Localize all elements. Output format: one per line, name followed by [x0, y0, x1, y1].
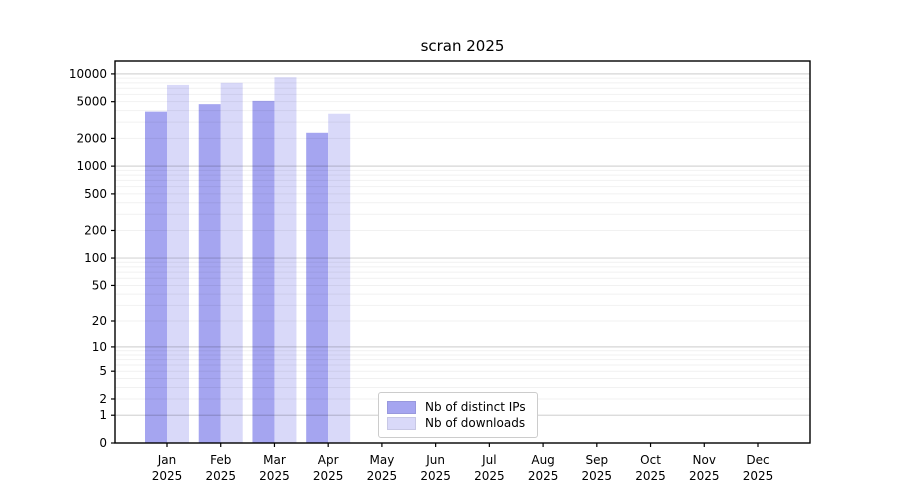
legend-swatch-downloads — [387, 416, 416, 430]
y-tick-label: 1000 — [76, 159, 107, 173]
bar-downloads-feb — [220, 82, 243, 444]
y-tick-label: 10000 — [69, 67, 107, 81]
x-tick-label-year: 2025 — [689, 469, 720, 483]
legend-label-distinct-ips: Nb of distinct IPs — [425, 400, 526, 414]
x-tick-label-month: Apr — [318, 453, 339, 467]
x-tick-label-year: 2025 — [743, 469, 774, 483]
x-tick-label-year: 2025 — [474, 469, 505, 483]
x-tick-label-month: Mar — [263, 453, 286, 467]
x-tick-label-month: Jan — [157, 453, 177, 467]
bar-downloads-mar — [274, 77, 297, 443]
x-tick-label-month: Dec — [746, 453, 769, 467]
y-tick-label: 0 — [99, 436, 107, 450]
x-tick-label-year: 2025 — [420, 469, 451, 483]
legend-swatch-distinct-ips — [387, 400, 416, 414]
legend-item-downloads: Nb of downloads — [387, 416, 526, 430]
x-tick-label-month: Nov — [693, 453, 716, 467]
y-tick-label: 1 — [99, 408, 107, 422]
y-tick-label: 5 — [99, 364, 107, 378]
x-tick-label-month: Jun — [425, 453, 445, 467]
bar-downloads-apr — [328, 113, 351, 443]
legend-label-downloads: Nb of downloads — [425, 416, 526, 430]
x-tick-label-year: 2025 — [152, 469, 183, 483]
bar-downloads-jan — [167, 84, 189, 444]
legend: Nb of distinct IPs Nb of downloads — [378, 392, 538, 438]
x-tick-label-month: Aug — [531, 453, 554, 467]
x-tick-label-year: 2025 — [205, 469, 236, 483]
x-tick-label-year: 2025 — [635, 469, 666, 483]
y-tick-label: 20 — [92, 314, 107, 328]
x-tick-label-month: Feb — [210, 453, 231, 467]
y-tick-label: 50 — [92, 278, 107, 292]
legend-item-distinct-ips: Nb of distinct IPs — [387, 400, 526, 414]
y-tick-label: 200 — [84, 223, 107, 237]
y-tick-label: 10 — [92, 340, 107, 354]
bar-distinct-ips-mar — [252, 100, 275, 443]
bar-distinct-ips-apr — [306, 132, 329, 443]
bar-distinct-ips-feb — [198, 104, 221, 444]
x-tick-label-month: Sep — [586, 453, 609, 467]
x-tick-label-year: 2025 — [528, 469, 559, 483]
y-tick-label: 5000 — [76, 95, 107, 109]
x-tick-label-month: Oct — [640, 453, 661, 467]
y-tick-label: 2 — [99, 392, 107, 406]
x-tick-label-year: 2025 — [313, 469, 344, 483]
x-tick-label-year: 2025 — [259, 469, 290, 483]
bar-distinct-ips-jan — [145, 111, 167, 444]
x-tick-label-month: May — [370, 453, 395, 467]
x-tick-label-month: Jul — [481, 453, 496, 467]
y-tick-label: 100 — [84, 251, 107, 265]
chart-title: scran 2025 — [420, 37, 505, 55]
y-tick-label: 500 — [84, 187, 107, 201]
x-tick-label-year: 2025 — [367, 469, 398, 483]
y-tick-label: 2000 — [76, 131, 107, 145]
plot-frame — [114, 60, 811, 444]
x-tick-label-year: 2025 — [582, 469, 613, 483]
